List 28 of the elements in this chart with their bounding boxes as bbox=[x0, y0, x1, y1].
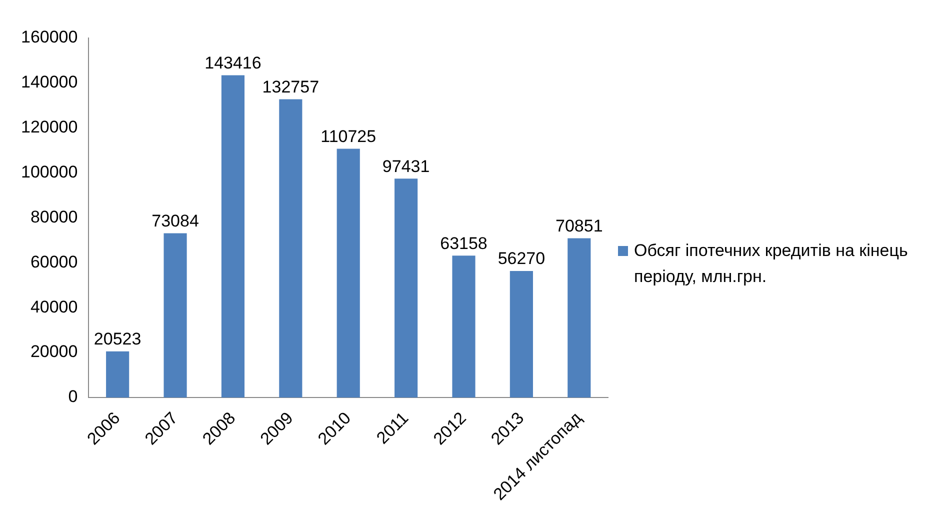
y-tick-label: 0 bbox=[68, 387, 78, 406]
legend-label: Обсяг іпотечних кредитів на кінець періоду, млн.грн. bbox=[634, 240, 908, 288]
y-tick-label: 80000 bbox=[30, 207, 78, 226]
data-label: 63158 bbox=[440, 234, 488, 253]
bar bbox=[452, 256, 476, 398]
data-label: 132757 bbox=[262, 77, 320, 96]
data-label: 73084 bbox=[152, 211, 199, 230]
data-label: 110725 bbox=[320, 126, 376, 146]
y-tick-label: 20000 bbox=[30, 342, 78, 362]
y-tick-label: 40000 bbox=[30, 297, 78, 316]
data-label: 97431 bbox=[382, 156, 430, 176]
y-tick-label: 140000 bbox=[20, 72, 78, 92]
bar bbox=[106, 351, 130, 398]
bar bbox=[394, 178, 418, 398]
bar bbox=[510, 271, 533, 398]
y-tick-label: 60000 bbox=[30, 252, 78, 272]
bar bbox=[164, 233, 187, 398]
bar bbox=[336, 148, 360, 398]
y-tick-label: 100000 bbox=[20, 162, 78, 182]
bar bbox=[568, 238, 591, 398]
y-tick-label: 160000 bbox=[20, 28, 78, 47]
data-label: 143416 bbox=[204, 53, 262, 72]
bar bbox=[279, 99, 302, 398]
y-tick-label: 120000 bbox=[20, 118, 78, 137]
data-label: 56270 bbox=[498, 249, 546, 268]
bar bbox=[221, 75, 245, 398]
data-label: 70851 bbox=[556, 216, 603, 236]
data-label: 20523 bbox=[94, 330, 142, 349]
